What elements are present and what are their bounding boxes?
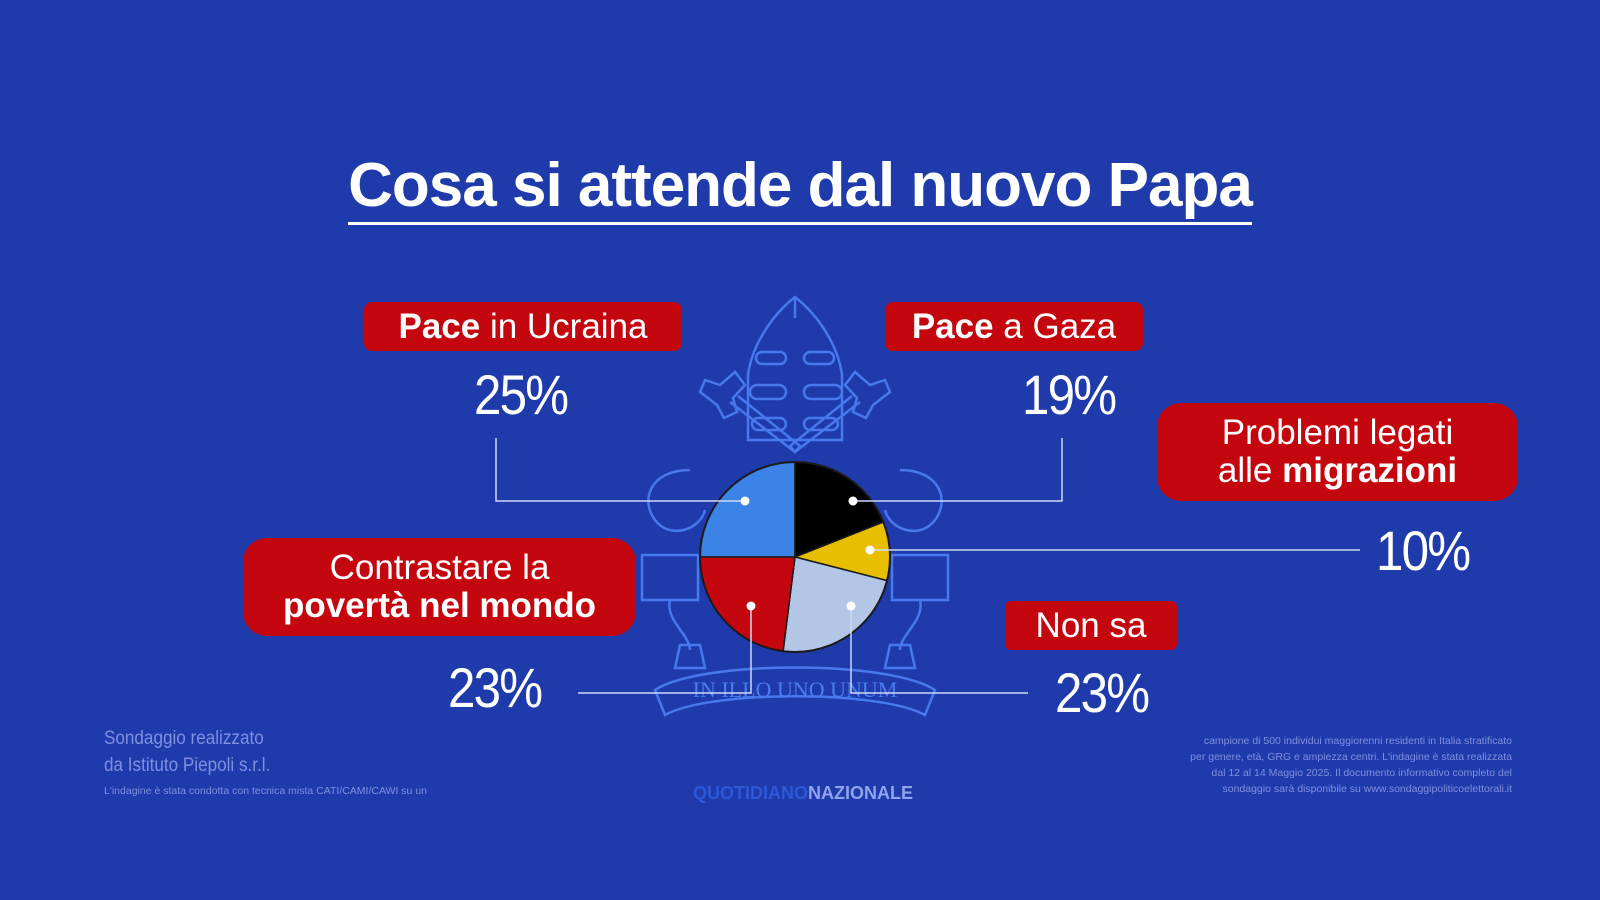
sample-note: campione di 500 individui maggiorenni re…: [1190, 735, 1512, 795]
value-migrazioni: 10%: [1376, 519, 1471, 582]
value-pace-ucraina: 25%: [474, 363, 569, 426]
leader-lines: [495, 438, 1360, 694]
leader-migrazioni-dot: [865, 545, 875, 555]
brand-logo: QUOTIDIANONAZIONALE: [693, 783, 913, 803]
label-pace-ucraina: Pace in Ucraina: [364, 302, 682, 351]
value-poverta: 23%: [448, 656, 543, 719]
label-non-sa: Non sa: [1005, 601, 1177, 650]
chart-title: Cosa si attende dal nuovo Papa: [0, 150, 1600, 225]
pie-chart: [699, 461, 891, 653]
leader-non-sa-dot: [846, 601, 856, 611]
leader-non-sa: [850, 606, 1028, 694]
pie-outline: [699, 461, 891, 653]
source-note: Sondaggio realizzato da Istituto Piepoli…: [104, 728, 271, 776]
papal-coat-of-arms: [640, 295, 950, 717]
value-pace-gaza: 19%: [1022, 363, 1117, 426]
label-poverta: Contrastare la povertà nel mondo: [243, 538, 636, 636]
slice-pace-ucraina: [699, 461, 796, 558]
leader-ucraina: [495, 438, 745, 502]
label-pace-gaza: Pace a Gaza: [885, 302, 1143, 351]
method-note: L'indagine è stata condotta con tecnica …: [104, 785, 427, 797]
motto-text: IN ILLO UNO UNUM: [693, 677, 898, 702]
value-non-sa: 23%: [1055, 661, 1150, 724]
leader-poverta-dot: [746, 601, 756, 611]
label-migrazioni: Problemi legati alle migrazioni: [1157, 403, 1518, 501]
leader-gaza: [853, 438, 1063, 502]
leader-gaza-dot: [848, 496, 858, 506]
leader-ucraina-dot: [740, 496, 750, 506]
leader-poverta: [578, 606, 752, 694]
